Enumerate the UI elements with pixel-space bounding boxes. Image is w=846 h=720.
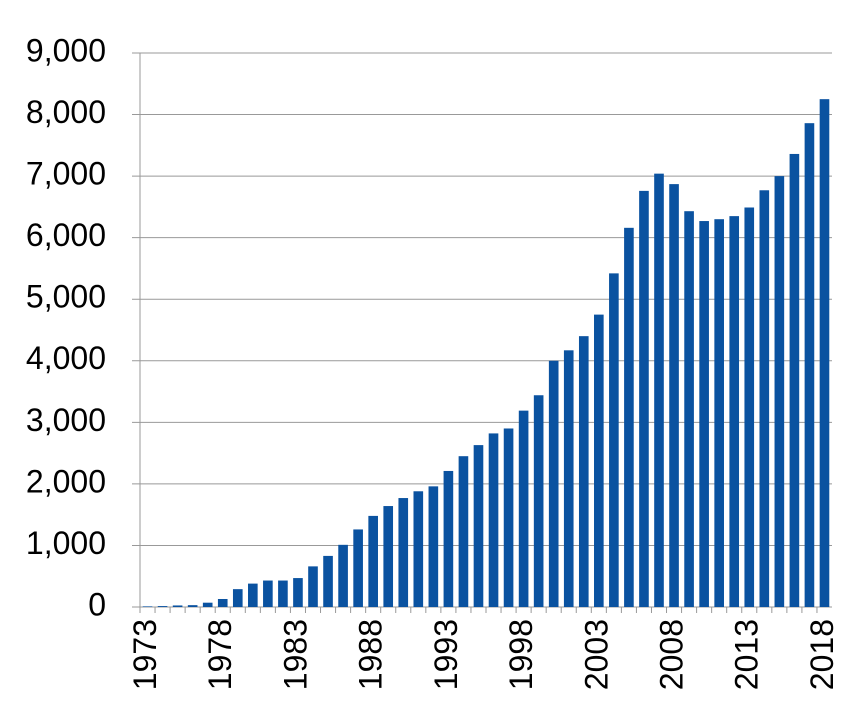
bar	[293, 578, 303, 607]
bar	[232, 589, 243, 607]
bar	[473, 445, 484, 607]
bar	[699, 221, 709, 607]
y-tick-label: 1,000	[26, 525, 106, 561]
bar	[413, 491, 424, 607]
bar	[654, 173, 664, 607]
x-tick-label: 2008	[653, 619, 689, 690]
y-tick-label: 4,000	[26, 340, 106, 376]
y-tick-label: 9,000	[26, 32, 106, 68]
bar	[323, 555, 333, 607]
bar	[172, 605, 183, 607]
bar	[488, 433, 499, 607]
bar	[639, 190, 649, 607]
y-tick-label: 0	[88, 586, 106, 622]
bar	[744, 207, 755, 607]
bar	[368, 515, 378, 607]
bar	[518, 410, 529, 607]
y-tick-label: 8,000	[26, 94, 106, 130]
bar	[187, 605, 198, 607]
bar	[624, 227, 634, 607]
bar	[563, 350, 574, 607]
x-tick-label: 1978	[202, 619, 238, 690]
bar	[142, 606, 153, 607]
bar	[789, 153, 800, 607]
x-tick-label: 2013	[729, 619, 765, 690]
y-tick-label: 6,000	[26, 217, 106, 253]
bar	[428, 486, 439, 607]
bar	[548, 360, 559, 607]
x-tick-label: 1993	[428, 619, 464, 690]
bar	[684, 211, 694, 607]
bar	[353, 529, 363, 607]
bar	[157, 606, 168, 607]
bar	[729, 216, 740, 607]
bar	[248, 583, 258, 607]
bar	[338, 544, 348, 607]
bar	[308, 566, 318, 607]
y-tick-label: 5,000	[26, 279, 106, 315]
bar	[263, 580, 273, 607]
x-tick-label: 1998	[503, 619, 539, 690]
bar	[202, 602, 213, 607]
bar	[578, 336, 589, 607]
bar	[609, 273, 619, 607]
x-tick-label: 1973	[127, 619, 163, 690]
bar	[669, 184, 679, 607]
y-tick-label: 3,000	[26, 402, 106, 438]
bar	[503, 428, 514, 607]
y-tick-label: 2,000	[26, 463, 106, 499]
bar	[443, 470, 454, 607]
bar	[398, 498, 409, 607]
bar	[804, 123, 815, 607]
bar	[774, 176, 785, 607]
bar	[594, 314, 604, 607]
bar	[714, 219, 724, 607]
bar	[278, 580, 288, 607]
y-tick-label: 7,000	[26, 156, 106, 192]
x-tick-label: 2003	[578, 619, 614, 690]
x-tick-label: 1983	[277, 619, 313, 690]
x-tick-label: 1988	[353, 619, 389, 690]
bar	[217, 598, 228, 607]
bar	[458, 456, 469, 607]
bar	[819, 99, 830, 608]
bar	[533, 395, 544, 607]
x-tick-label: 2018	[804, 619, 840, 690]
bar	[759, 190, 770, 607]
bar	[383, 506, 394, 607]
